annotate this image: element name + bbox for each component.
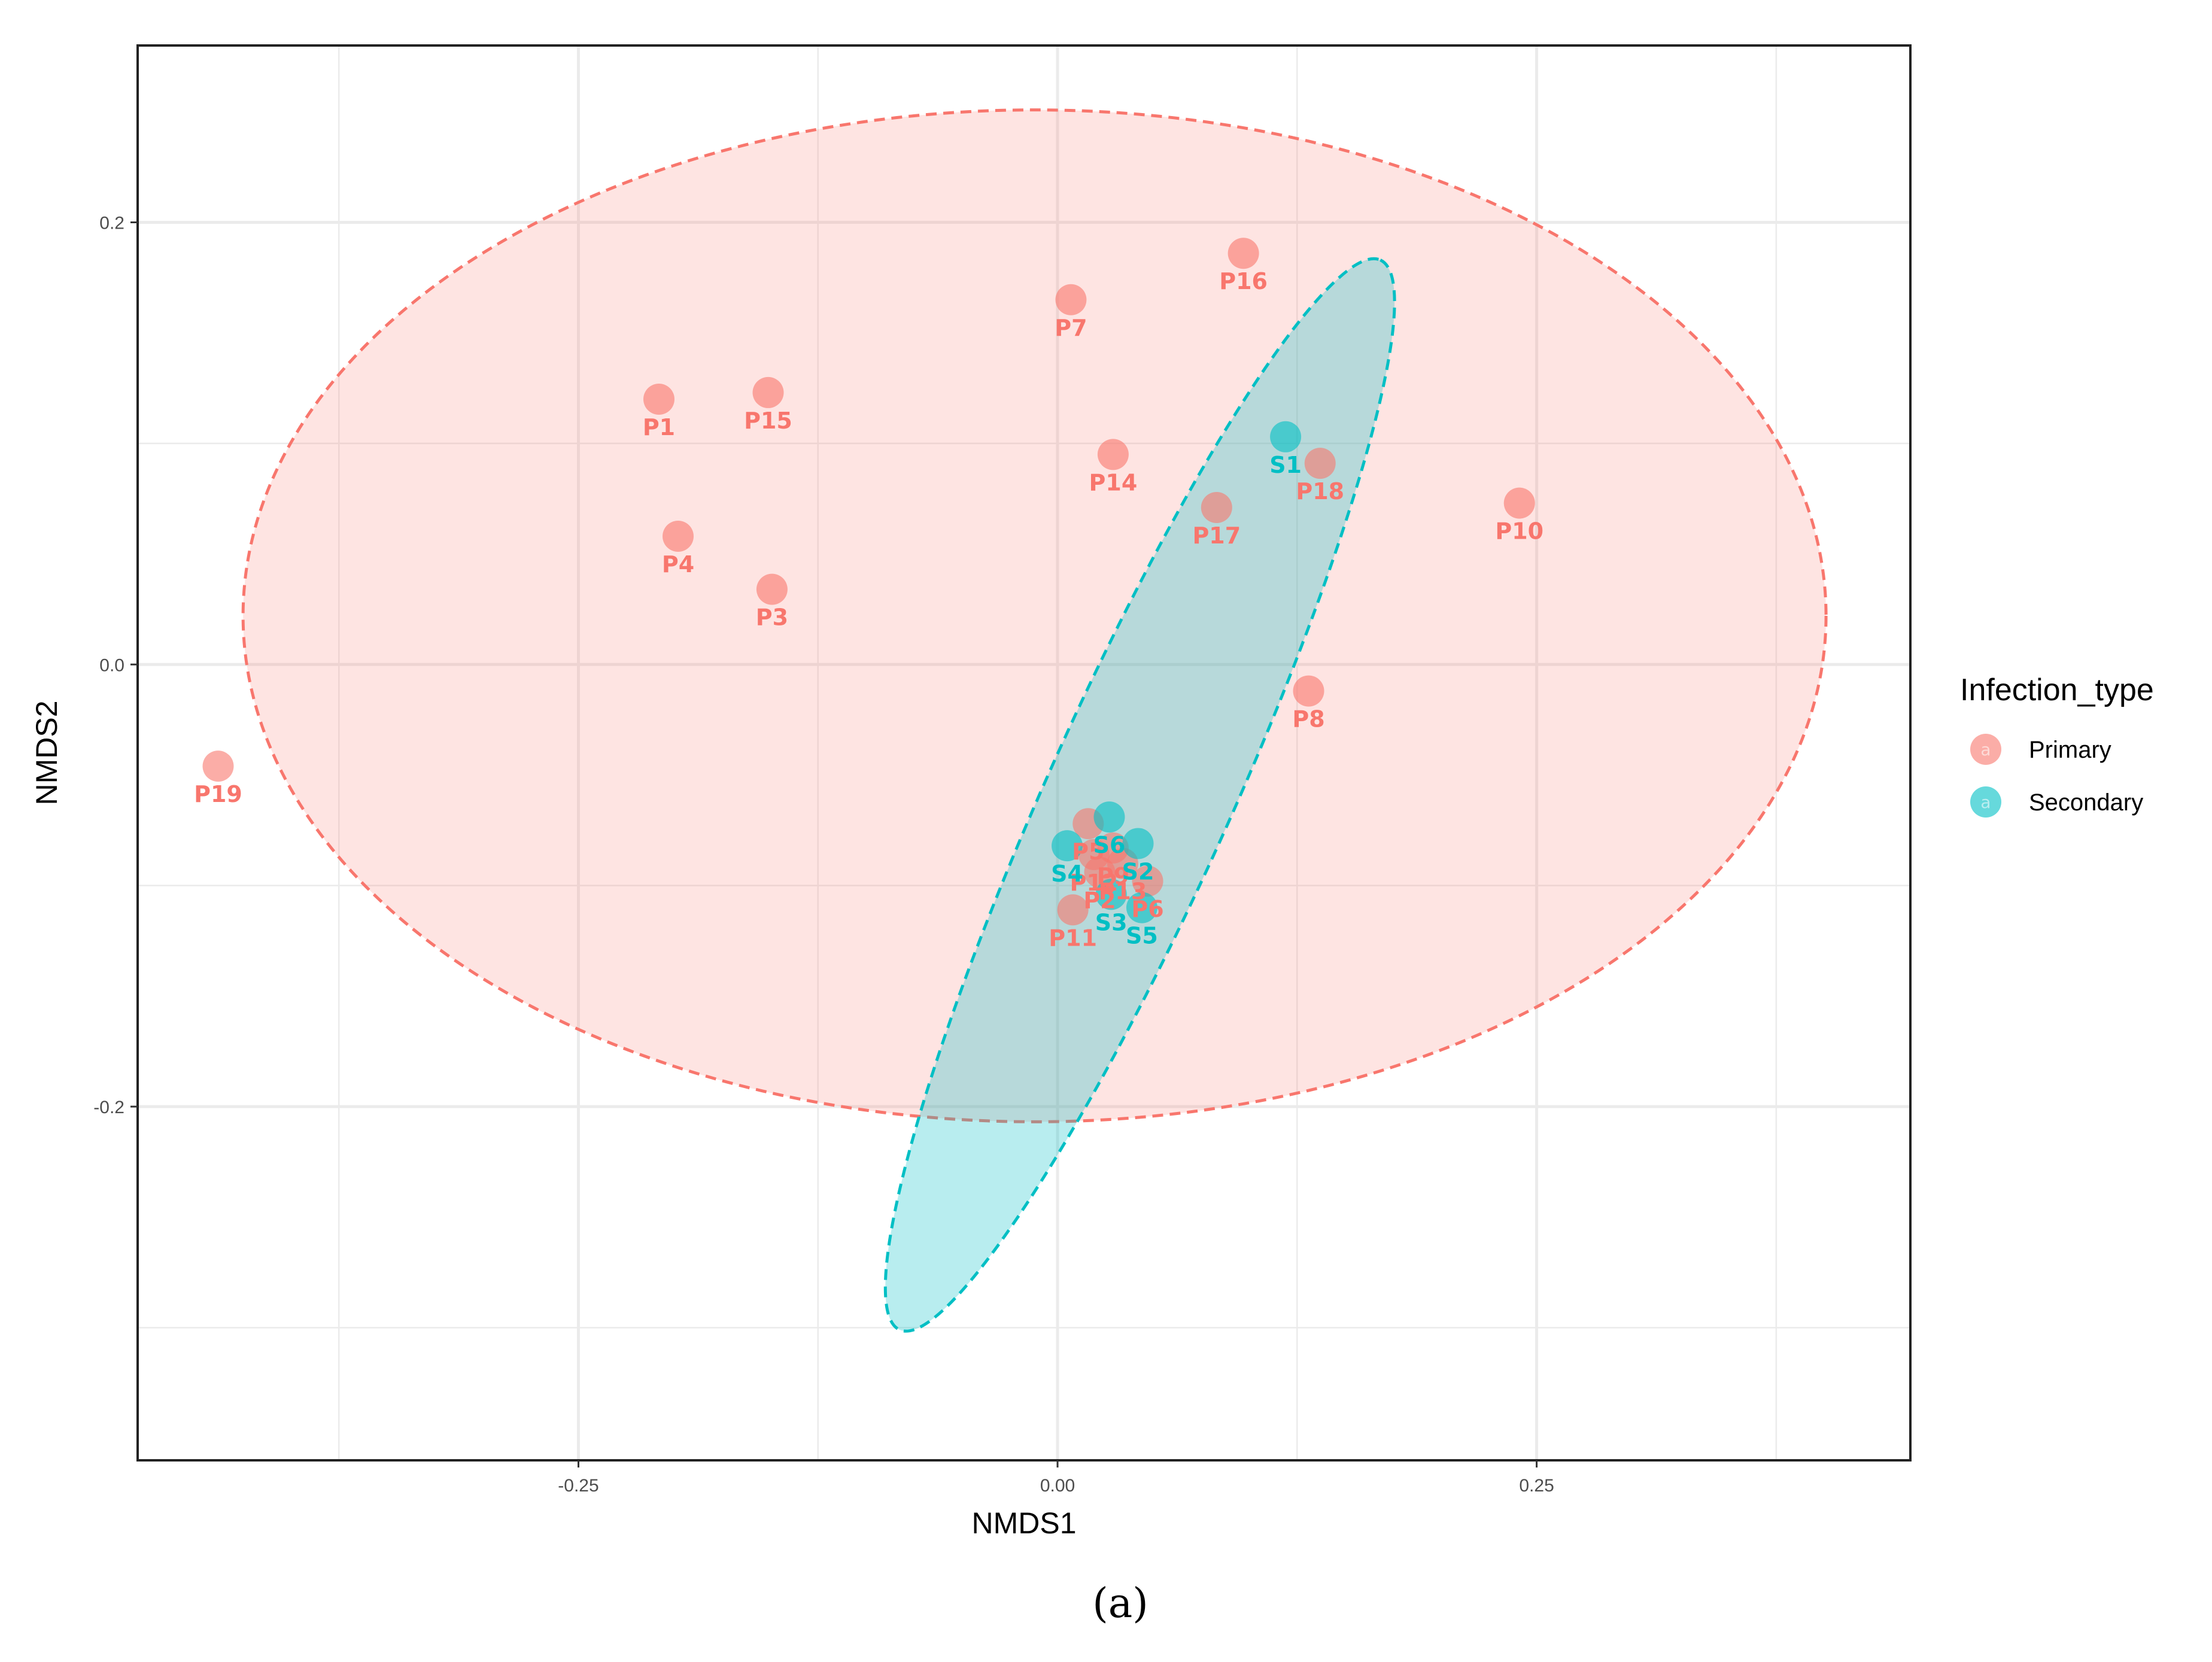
point-p12: [1078, 838, 1110, 870]
label-p3: P3: [756, 604, 788, 631]
label-p13: P13: [1099, 879, 1147, 905]
legend-label-primary: Primary: [2029, 737, 2111, 763]
label-p15: P15: [744, 408, 792, 434]
label-p2: P2: [1083, 887, 1116, 913]
label-p16: P16: [1219, 268, 1268, 294]
legend-key-primary: [1970, 734, 2001, 765]
legend-key-glyph: a: [1980, 740, 1991, 759]
axis-ticks: -0.25 0.00 0.25 -0.2 0.0 0.2: [93, 214, 1554, 1496]
label-p6: P6: [1131, 896, 1163, 922]
label-p17: P17: [1192, 522, 1241, 549]
label-p4: P4: [662, 551, 694, 578]
point-p16: [1227, 238, 1259, 269]
label-s1: S1: [1269, 452, 1302, 478]
point-p7: [1055, 284, 1087, 315]
point-p4: [663, 521, 694, 552]
point-s3: [1095, 879, 1127, 910]
label-p14: P14: [1089, 469, 1138, 496]
y-tick-label: -0.2: [93, 1098, 124, 1117]
point-p1: [643, 384, 674, 415]
x-tick-label: -0.25: [558, 1476, 598, 1496]
y-tick-label: 0.2: [99, 214, 124, 233]
point-p14: [1097, 439, 1129, 470]
point-p11: [1057, 894, 1089, 926]
label-p10: P10: [1495, 518, 1543, 545]
panel-border: [136, 44, 1912, 1462]
point-p17: [1201, 491, 1232, 523]
point-s5: [1126, 892, 1157, 923]
label-p12: P12: [1070, 870, 1119, 896]
point-s4: [1052, 830, 1083, 862]
label-s3: S3: [1095, 909, 1128, 935]
label-p9: P9: [1097, 863, 1129, 889]
label-p18: P18: [1296, 478, 1344, 505]
ellipse-primary: [241, 108, 1828, 1123]
point-p3: [756, 573, 788, 605]
legend-item-secondary: a Secondary: [1970, 786, 2143, 818]
y-tick-label: 0.0: [99, 655, 124, 675]
label-p7: P7: [1055, 315, 1087, 341]
label-s4: S4: [1051, 861, 1083, 887]
legend-title: Infection_type: [1960, 673, 2154, 707]
grid-lines: [138, 45, 1910, 1460]
label-p1: P1: [643, 414, 675, 440]
label-p11: P11: [1049, 925, 1097, 951]
x-axis-title: NMDS1: [971, 1506, 1076, 1540]
point-p10: [1503, 487, 1535, 519]
ellipse-secondary: [883, 257, 1396, 1333]
point-p18: [1304, 448, 1336, 479]
point-s6: [1093, 801, 1125, 833]
confidence-ellipses: [241, 108, 1828, 1333]
label-p8: P8: [1292, 706, 1324, 733]
legend: Infection_type a Primary a Secondary: [1960, 673, 2154, 818]
point-s1: [1270, 421, 1302, 452]
point-labels: P1 P15 P7 P16 P14 P18 P17 P10 P4 P3 P8 P19 P11 P5 P6 P2…: [194, 268, 1543, 951]
x-tick-label: 0.25: [1519, 1476, 1554, 1496]
figure-caption: (a): [1092, 1580, 1148, 1627]
point-p15: [752, 376, 784, 408]
x-tick-label: 0.00: [1040, 1476, 1075, 1496]
y-axis-title: NMDS2: [30, 700, 63, 805]
label-s5: S5: [1126, 923, 1158, 949]
legend-label-secondary: Secondary: [2029, 789, 2143, 816]
data-points: [202, 238, 1535, 926]
legend-item-primary: a Primary: [1970, 734, 2111, 765]
point-p8: [1293, 675, 1324, 707]
label-p19: P19: [194, 781, 242, 807]
label-s2: S2: [1122, 858, 1154, 885]
point-p19: [202, 751, 234, 782]
label-p5: P5: [1072, 838, 1104, 865]
legend-key-secondary: [1970, 786, 2001, 818]
point-p6: [1132, 865, 1163, 897]
point-s2: [1122, 828, 1154, 859]
legend-key-glyph: a: [1980, 792, 1991, 812]
label-s6: S6: [1093, 832, 1126, 858]
